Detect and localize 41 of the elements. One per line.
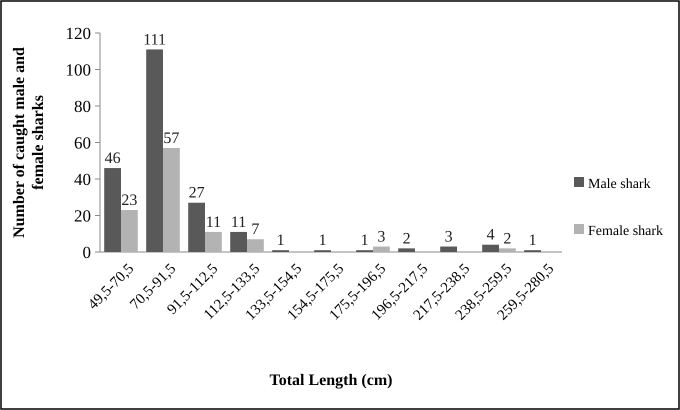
data-label: 46	[104, 150, 121, 168]
data-label: 111	[143, 31, 166, 48]
bar	[188, 202, 205, 252]
x-axis-title: Total Length (cm)	[270, 372, 392, 389]
bar	[482, 244, 499, 252]
bar	[499, 248, 516, 252]
bar	[146, 49, 163, 252]
data-label: 4	[486, 226, 495, 244]
data-label: 3	[377, 228, 386, 246]
bar	[373, 246, 390, 252]
y-tick-label: 0	[82, 242, 91, 262]
bar	[230, 232, 247, 252]
data-label: 1	[318, 232, 327, 250]
y-axis-title: Number of caught male and female sharks	[11, 46, 48, 238]
data-label: 1	[360, 232, 369, 250]
data-label: 1	[276, 232, 285, 250]
legend-label: Female shark	[588, 224, 664, 239]
data-label: 27	[188, 184, 205, 202]
legend-label: Male shark	[588, 176, 651, 192]
bar	[104, 168, 121, 252]
y-tick-label: 20	[74, 206, 91, 226]
y-tick-label: 40	[74, 170, 91, 189]
bar	[247, 239, 264, 252]
data-label: 2	[503, 230, 512, 248]
data-label: 23	[121, 192, 138, 210]
data-label: 2	[402, 230, 411, 248]
data-label: 11	[230, 214, 246, 231]
bar	[440, 246, 457, 252]
bar	[205, 232, 222, 252]
data-label: 3	[444, 228, 453, 246]
bar	[121, 210, 138, 252]
y-tick-label: 80	[74, 96, 91, 116]
y-tick-label: 100	[66, 60, 91, 80]
data-label: 57	[163, 130, 180, 147]
data-label: 11	[206, 214, 222, 231]
y-tick-label: 60	[74, 133, 91, 152]
bar	[398, 248, 415, 252]
y-tick-label: 120	[66, 24, 91, 43]
bar	[163, 148, 180, 252]
data-label: 1	[528, 232, 537, 250]
data-label: 7	[251, 221, 260, 238]
